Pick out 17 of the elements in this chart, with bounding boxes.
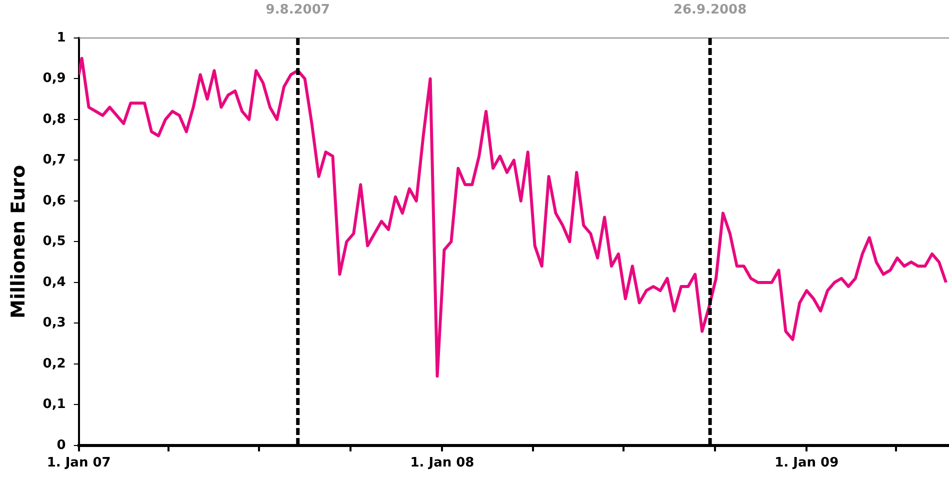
y-tick-label: 0,6 [42,193,66,208]
y-axis-title: Millionen Euro [7,164,30,318]
x-tick-label: 1. Jan 08 [410,456,474,471]
y-tick-label: 0,5 [42,234,66,250]
x-tick-label: 1. Jan 07 [46,456,111,471]
y-tick-label: 0 [56,438,66,453]
y-tick-label: 0,1 [42,397,66,412]
y-tick-label: 1 [56,30,66,46]
y-tick-label: 0,4 [42,274,66,290]
y-tick-label: 0,3 [42,316,66,331]
ref-line-label: 26.9.2008 [673,2,747,18]
y-tick-label: 0,7 [42,152,66,168]
y-tick-label: 0,8 [42,112,66,127]
y-tick-label: 0,2 [42,356,66,372]
y-tick-label: 0,9 [42,71,66,86]
ref-line-label: 9.8.2007 [266,2,330,18]
x-tick-label: 1. Jan 09 [774,456,839,471]
